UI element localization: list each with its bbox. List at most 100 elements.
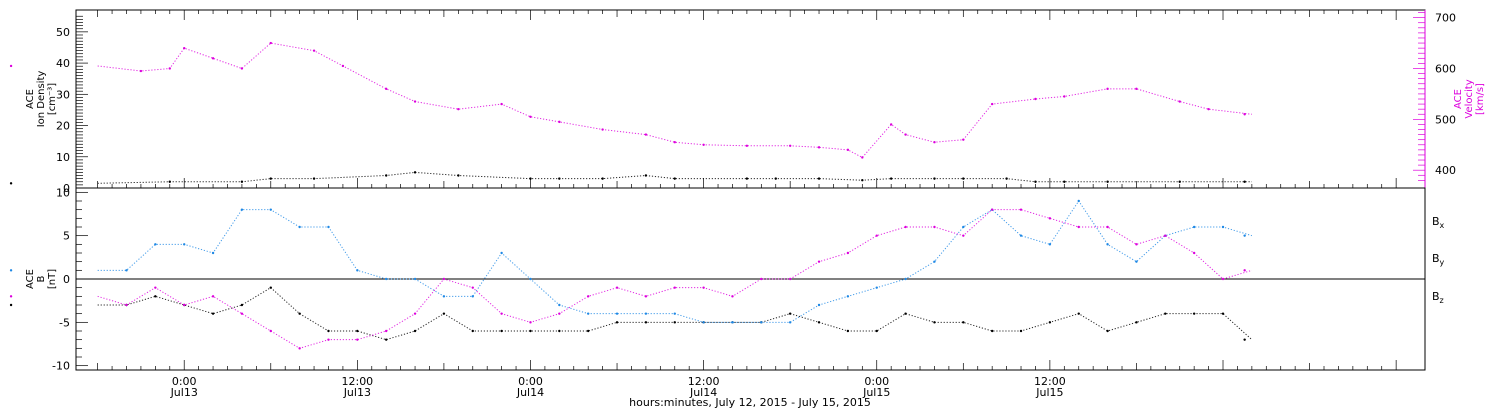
density-point bbox=[673, 177, 676, 180]
legend-bx: Bx bbox=[1432, 215, 1445, 230]
bx-point bbox=[962, 321, 965, 324]
density-point bbox=[601, 177, 604, 180]
velocity-point bbox=[1063, 95, 1066, 98]
density-tick-label: 30 bbox=[56, 88, 70, 101]
velocity-point bbox=[673, 141, 676, 144]
bottom-marks bbox=[9, 199, 1253, 350]
density-axis-title-2: Ion Density bbox=[36, 71, 47, 128]
bz-point bbox=[1077, 225, 1080, 229]
b-tick-label: -5 bbox=[59, 316, 70, 329]
velocity-point bbox=[1135, 87, 1138, 91]
velocity-point bbox=[644, 133, 648, 136]
time-tick-label: 0:00 bbox=[172, 375, 197, 388]
date-tick-label: Jul14 bbox=[516, 386, 544, 399]
date-tick-label: Jul14 bbox=[689, 386, 717, 399]
top-panel-frame bbox=[75, 9, 1426, 189]
time-axis: 0:00Jul1312:00Jul130:00Jul1412:00Jul140:… bbox=[97, 10, 1397, 399]
velocity-point bbox=[745, 144, 749, 147]
velocity-point bbox=[817, 146, 821, 149]
legend-by: By bbox=[1432, 252, 1445, 267]
by-point bbox=[9, 269, 13, 272]
velocity-point bbox=[529, 115, 532, 119]
time-tick-label: 0:00 bbox=[518, 375, 543, 388]
b-axis-title-2: B bbox=[36, 275, 47, 282]
time-tick-label: 12:00 bbox=[688, 375, 720, 388]
by-point bbox=[125, 269, 128, 272]
velocity-axis-title-1: ACE bbox=[1453, 89, 1464, 109]
date-tick-label: Jul15 bbox=[862, 386, 890, 399]
density-point bbox=[644, 174, 648, 177]
velocity-axis-title-2: Velocity bbox=[1464, 79, 1475, 118]
bx-point bbox=[529, 329, 532, 333]
bz-point bbox=[9, 295, 13, 298]
bottom-panel: -10 -5 0 5 10 ACE B [nT] Bx By Bz bbox=[9, 186, 1445, 373]
bx-point bbox=[644, 321, 648, 324]
velocity-tick-label: 400 bbox=[1435, 164, 1456, 177]
velocity-tick-label: 700 bbox=[1435, 12, 1456, 25]
velocity-trace bbox=[97, 42, 1252, 159]
bx-point bbox=[500, 329, 503, 333]
density-point bbox=[962, 177, 965, 180]
by-point bbox=[1243, 234, 1246, 237]
velocity-point bbox=[846, 148, 850, 152]
by-point bbox=[1019, 234, 1023, 237]
velocity-tick-label: 500 bbox=[1435, 113, 1456, 126]
density-point bbox=[457, 174, 460, 177]
by-point bbox=[1192, 225, 1196, 229]
density-point bbox=[269, 177, 272, 180]
density-tick-label: 0 bbox=[63, 182, 70, 195]
density-point bbox=[413, 171, 417, 174]
velocity-axis: 400 500 600 700 bbox=[1413, 10, 1456, 188]
density-axis-title-1: ACE bbox=[25, 89, 36, 109]
density-axis: 0 10 20 30 40 50 bbox=[56, 15, 88, 195]
time-tick-label: 12:00 bbox=[1034, 375, 1066, 388]
b-field-axis: -10 -5 0 5 10 bbox=[52, 186, 88, 373]
density-point bbox=[745, 177, 749, 180]
density-tick-label: 20 bbox=[56, 120, 70, 133]
date-tick-label: Jul15 bbox=[1035, 386, 1063, 399]
by-point bbox=[731, 321, 734, 324]
bx-point bbox=[211, 312, 215, 315]
date-tick-label: Jul13 bbox=[170, 386, 198, 399]
density-point bbox=[1063, 180, 1066, 183]
b-axis-title-1: ACE bbox=[25, 269, 36, 289]
bx-trace bbox=[97, 287, 1253, 341]
bx-point bbox=[9, 303, 13, 307]
b-tick-label: 0 bbox=[63, 273, 70, 286]
bz-point bbox=[1243, 269, 1246, 272]
velocity-point bbox=[269, 41, 272, 45]
density-tick-label: 50 bbox=[56, 26, 70, 39]
velocity-point bbox=[139, 69, 143, 73]
by-point bbox=[1135, 260, 1138, 263]
bx-point bbox=[1243, 338, 1246, 341]
time-tick-label: 12:00 bbox=[341, 375, 373, 388]
b-tick-label: 10 bbox=[56, 186, 70, 199]
b-field-legend: Bx By Bz bbox=[1432, 215, 1445, 305]
density-axis-title-3: [cm⁻³] bbox=[47, 83, 58, 115]
time-tick-label: 0:00 bbox=[864, 375, 889, 388]
b-tick-label: 5 bbox=[63, 230, 70, 243]
density-point bbox=[9, 182, 13, 185]
top-marks bbox=[9, 41, 1252, 185]
top-panel: 0 10 20 30 40 50 400 500 600 700 ACE Ion Density… bbox=[9, 9, 1486, 195]
velocity-point bbox=[1207, 107, 1210, 111]
by-trace bbox=[97, 200, 1253, 323]
density-point bbox=[817, 177, 821, 180]
bz-point bbox=[1106, 225, 1109, 229]
bx-point bbox=[875, 329, 878, 333]
by-point bbox=[644, 312, 648, 315]
density-tick-label: 10 bbox=[56, 151, 70, 164]
density-point bbox=[1243, 180, 1246, 183]
b-axis-title-3: [nT] bbox=[47, 269, 58, 289]
density-tick-label: 40 bbox=[56, 57, 70, 70]
bx-point bbox=[933, 321, 936, 324]
legend-bz: Bz bbox=[1432, 290, 1444, 305]
velocity-point bbox=[1034, 97, 1037, 101]
bx-point bbox=[615, 321, 619, 324]
density-trace bbox=[97, 171, 1252, 184]
date-tick-label: Jul13 bbox=[343, 386, 371, 399]
velocity-point bbox=[211, 57, 215, 60]
velocity-point bbox=[457, 107, 460, 111]
b-tick-label: -10 bbox=[52, 360, 70, 373]
